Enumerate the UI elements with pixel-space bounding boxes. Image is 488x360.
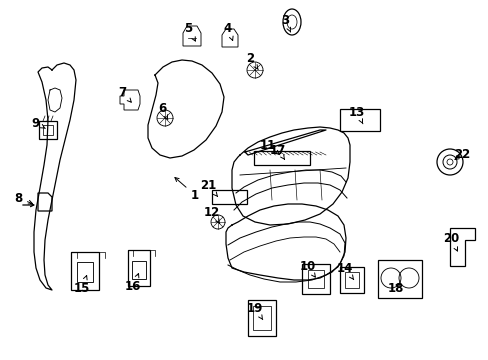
Bar bbox=[339, 267, 363, 293]
Bar bbox=[247, 300, 275, 336]
Text: 18: 18 bbox=[387, 282, 404, 294]
Bar bbox=[377, 260, 421, 298]
Text: 11: 11 bbox=[259, 139, 279, 154]
Bar bbox=[253, 151, 309, 165]
Text: 7: 7 bbox=[118, 86, 131, 102]
Text: 15: 15 bbox=[74, 275, 90, 294]
Text: 16: 16 bbox=[124, 274, 141, 293]
Text: 22: 22 bbox=[453, 148, 469, 161]
Text: 1: 1 bbox=[175, 177, 199, 202]
Text: 9: 9 bbox=[32, 117, 45, 130]
Text: 6: 6 bbox=[158, 102, 167, 120]
Bar bbox=[307, 270, 324, 288]
Bar bbox=[77, 262, 93, 282]
Text: 20: 20 bbox=[442, 231, 458, 251]
Bar bbox=[128, 250, 150, 286]
Text: 13: 13 bbox=[348, 105, 365, 124]
Bar bbox=[43, 125, 53, 135]
Bar bbox=[345, 272, 358, 288]
Text: 3: 3 bbox=[281, 14, 290, 32]
Bar bbox=[252, 306, 270, 330]
Bar bbox=[71, 252, 99, 290]
Text: 21: 21 bbox=[200, 179, 217, 197]
Bar bbox=[132, 261, 146, 279]
Text: 19: 19 bbox=[246, 302, 263, 320]
Text: 12: 12 bbox=[203, 206, 220, 224]
Text: 14: 14 bbox=[336, 261, 353, 280]
Text: 5: 5 bbox=[183, 22, 195, 41]
Text: 10: 10 bbox=[299, 261, 315, 277]
Bar bbox=[39, 121, 57, 139]
Bar bbox=[339, 109, 379, 131]
Text: 8: 8 bbox=[14, 192, 32, 204]
Bar bbox=[302, 264, 329, 294]
Text: 2: 2 bbox=[245, 51, 258, 69]
Text: 17: 17 bbox=[269, 144, 285, 159]
Text: 4: 4 bbox=[224, 22, 233, 40]
